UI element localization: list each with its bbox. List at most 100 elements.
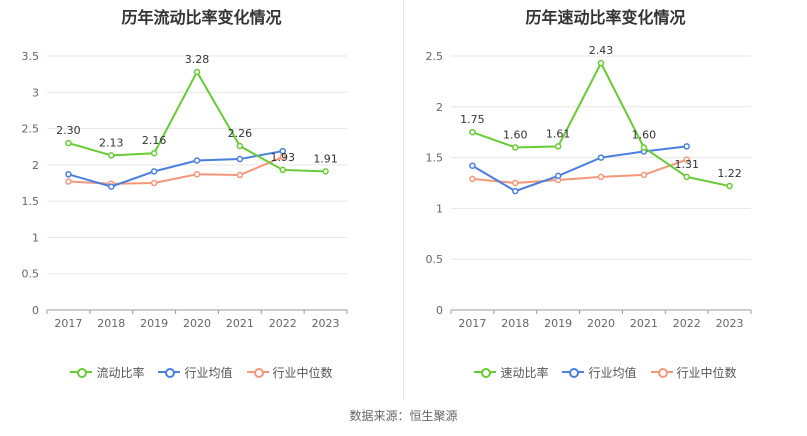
main-series-point (554, 143, 562, 150)
industry-avg-series-point (554, 172, 562, 180)
legend: 速动比率 行业均值 行业中位数 (404, 362, 807, 382)
quick-ratio-chart-panel: 历年速动比率变化情况 0 0.5 1 1.5 2 2.5 2017 2018 2019 2020 2… (404, 0, 807, 400)
data-label: 2.30 (56, 124, 81, 137)
main-series-point (279, 166, 286, 174)
panel-divider (403, 0, 404, 400)
data-label: 1.61 (546, 127, 571, 140)
legend-item-current-ratio[interactable]: 流动比率 (70, 364, 144, 381)
main-series-point (597, 59, 605, 67)
data-label: 1.91 (313, 152, 338, 165)
legend-swatch-icon (562, 366, 585, 378)
main-series-point (512, 144, 519, 151)
legend-item-industry-median[interactable]: 行业中位数 (650, 364, 737, 381)
industry-avg-series-point (108, 183, 115, 190)
data-label: 1.60 (503, 128, 528, 141)
data-label: 1.93 (270, 151, 295, 164)
x-tick-label: 2020 (587, 317, 615, 330)
chart-title: 历年速动比率变化情况 (525, 8, 686, 27)
legend-swatch-icon (474, 366, 497, 378)
x-tick-label: 2020 (183, 317, 211, 330)
industry-median-series-point (640, 171, 648, 179)
data-label: 3.28 (185, 53, 210, 66)
industry-median-series-point (279, 153, 286, 161)
chart-title: 历年流动比率变化情况 (121, 8, 282, 27)
y-tick-label: 2 (32, 159, 39, 172)
y-tick-label: 3 (32, 86, 39, 99)
data-label: 1.22 (717, 167, 742, 180)
x-tick-label: 2023 (716, 317, 744, 330)
industry-avg-series-line (471, 145, 687, 193)
industry-median-series-point (683, 156, 690, 163)
industry-avg-series-point (279, 147, 286, 155)
data-label: 1.31 (674, 158, 699, 171)
main-series-point (726, 182, 733, 190)
industry-median-series-point (512, 179, 519, 187)
x-tick-label: 2018 (501, 317, 529, 330)
industry-median-series-line (472, 158, 688, 185)
y-tick-label: 2 (436, 101, 443, 114)
y-tick-label: 1.5 (426, 152, 444, 165)
industry-avg-series-point (469, 162, 476, 169)
industry-avg-series-point (683, 143, 690, 150)
main-series-point (469, 128, 476, 136)
y-tick-label: 1 (436, 202, 443, 215)
legend-item-quick-ratio[interactable]: 速动比率 (474, 364, 548, 381)
x-tick-label: 2021 (226, 317, 254, 330)
legend-swatch-icon (70, 366, 93, 378)
main-series-point (193, 68, 201, 76)
legend-item-industry-median[interactable]: 行业中位数 (246, 364, 333, 381)
data-label: 1.75 (460, 113, 485, 126)
industry-avg-series-point (597, 154, 605, 161)
industry-median-series-point (150, 179, 158, 187)
legend-label: 速动比率 (500, 365, 549, 380)
industry-avg-series-line (68, 150, 283, 188)
quick-ratio-plot: 0 0.5 1 1.5 2 2.5 2017 2018 2019 2020 2021 2022 2023… (426, 44, 752, 330)
x-tick-label: 2017 (54, 317, 82, 330)
industry-median-series-point (65, 178, 72, 185)
y-tick-label: 3.5 (22, 50, 40, 63)
y-tick-label: 1 (32, 231, 39, 244)
main-series-point (236, 142, 244, 150)
legend-label: 行业中位数 (272, 365, 333, 380)
y-tick-label: 0 (32, 304, 39, 317)
main-series-point (683, 173, 690, 181)
data-label: 1.60 (632, 128, 657, 141)
industry-avg-series-point (150, 168, 158, 175)
data-label: 2.16 (142, 134, 167, 147)
legend-swatch-icon (158, 366, 181, 378)
data-label: 2.43 (589, 44, 614, 57)
y-tick-label: 0.5 (426, 253, 444, 266)
y-tick-label: 1.5 (22, 195, 40, 208)
legend-label: 流动比率 (96, 365, 145, 380)
legend-label: 行业中位数 (676, 365, 737, 380)
main-series-point (322, 168, 329, 175)
industry-median-series-point (469, 175, 476, 183)
y-tick-label: 2.5 (22, 123, 40, 136)
main-series-point (108, 152, 115, 159)
main-series-point (150, 149, 158, 157)
x-tick-label: 2018 (97, 317, 125, 330)
legend-item-industry-avg[interactable]: 行业均值 (562, 364, 637, 381)
x-tick-label: 2017 (458, 317, 486, 330)
main-series-point (640, 144, 648, 151)
x-tick-label: 2023 (312, 317, 340, 330)
legend-label: 行业均值 (184, 365, 233, 380)
x-tick-label: 2022 (673, 317, 701, 330)
main-series-point (65, 139, 72, 147)
industry-median-series-point (597, 173, 605, 181)
current-ratio-plot: 0 0.5 1 1.5 2 2.5 3 3.5 2017 2018 2019 2020 2021 2022… (22, 50, 348, 330)
data-label: 2.13 (99, 136, 124, 149)
industry-median-series-point (236, 171, 244, 179)
legend-swatch-icon (246, 366, 269, 378)
y-tick-label: 0 (436, 304, 443, 317)
x-tick-label: 2019 (544, 317, 572, 330)
current-ratio-chart-panel: 历年流动比率变化情况 0 0.5 1 1.5 2 2.5 3 3.5 2017 2018 2019 2… (0, 0, 403, 400)
industry-median-series-point (193, 171, 201, 178)
industry-avg-series-point (512, 187, 519, 195)
industry-avg-series-point (193, 157, 201, 164)
industry-avg-series-point (65, 171, 72, 178)
data-label: 2.26 (228, 127, 253, 140)
x-tick-label: 2019 (140, 317, 168, 330)
y-tick-label: 0.5 (22, 268, 40, 281)
legend-item-industry-avg[interactable]: 行业均值 (158, 364, 233, 381)
